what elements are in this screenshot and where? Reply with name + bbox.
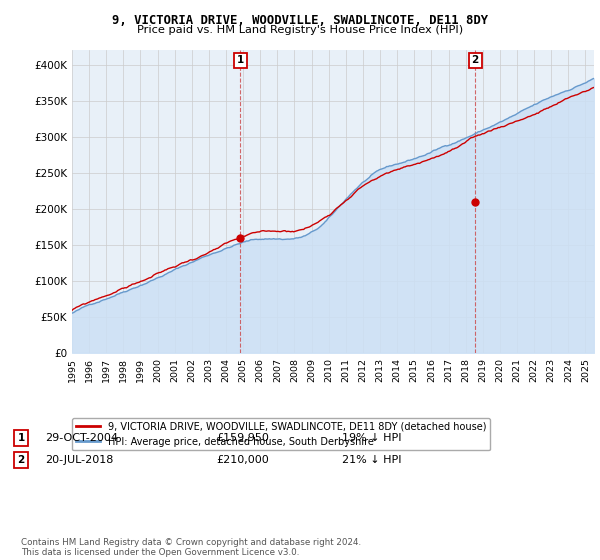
Text: Price paid vs. HM Land Registry's House Price Index (HPI): Price paid vs. HM Land Registry's House … xyxy=(137,25,463,35)
Text: 1: 1 xyxy=(17,433,25,443)
Text: 2: 2 xyxy=(17,455,25,465)
Text: 2: 2 xyxy=(472,55,479,66)
Text: £159,950: £159,950 xyxy=(216,433,269,443)
Text: 1: 1 xyxy=(236,55,244,66)
Text: 20-JUL-2018: 20-JUL-2018 xyxy=(45,455,113,465)
Text: 9, VICTORIA DRIVE, WOODVILLE, SWADLINCOTE, DE11 8DY: 9, VICTORIA DRIVE, WOODVILLE, SWADLINCOT… xyxy=(112,14,488,27)
Legend: 9, VICTORIA DRIVE, WOODVILLE, SWADLINCOTE, DE11 8DY (detached house), HPI: Avera: 9, VICTORIA DRIVE, WOODVILLE, SWADLINCOT… xyxy=(72,418,490,450)
Text: 29-OCT-2004: 29-OCT-2004 xyxy=(45,433,118,443)
Text: 19% ↓ HPI: 19% ↓ HPI xyxy=(342,433,401,443)
Text: £210,000: £210,000 xyxy=(216,455,269,465)
Text: Contains HM Land Registry data © Crown copyright and database right 2024.
This d: Contains HM Land Registry data © Crown c… xyxy=(21,538,361,557)
Text: 21% ↓ HPI: 21% ↓ HPI xyxy=(342,455,401,465)
